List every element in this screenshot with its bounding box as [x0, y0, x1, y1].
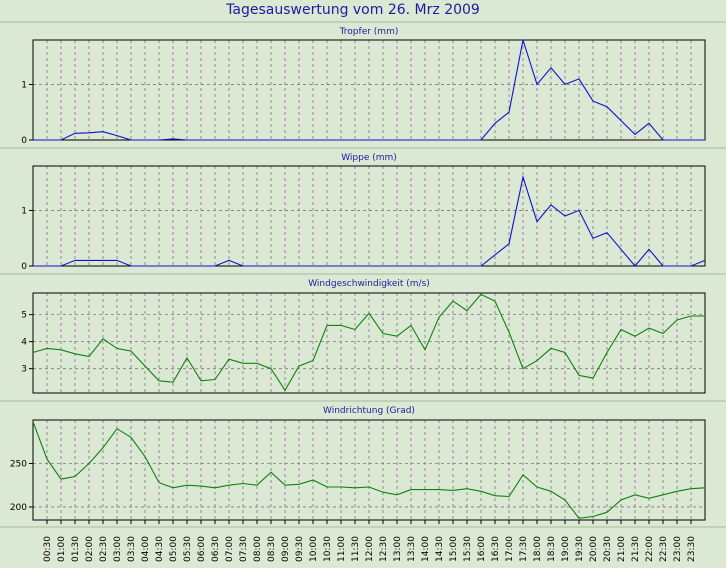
chart-panel-tropfer: Tropfer (mm) 0 1	[0, 21, 726, 146]
x-tick-label: 23:30	[687, 536, 697, 562]
x-tick-label: 14:00	[421, 536, 431, 562]
chart-title: Windgeschwindigkeit (m/s)	[308, 279, 430, 289]
x-tick-label: 02:30	[99, 536, 109, 562]
chart-panel-windrichtung: Windrichtung (Grad) 200 250	[0, 400, 726, 521]
x-tick-label: 21:00	[617, 536, 627, 562]
x-tick-label: 11:30	[351, 536, 361, 562]
x-tick-label: 18:30	[547, 536, 557, 562]
x-tick-label: 07:00	[225, 536, 235, 562]
x-tick-label: 22:00	[645, 536, 655, 562]
x-tick-label: 22:30	[659, 536, 669, 562]
x-tick-label: 15:00	[449, 536, 459, 562]
x-tick-label: 05:30	[183, 536, 193, 562]
y-tick-label: 1	[21, 80, 27, 90]
x-tick-label: 10:30	[323, 536, 333, 562]
x-tick-label: 20:30	[603, 536, 613, 562]
y-tick-label: 4	[21, 338, 27, 348]
chart-panel-wippe: Wippe (mm) 0 1	[0, 147, 726, 272]
x-tick-label: 14:30	[435, 536, 445, 562]
x-tick-label: 03:00	[113, 536, 123, 562]
series-line-windgeschwindigkeit	[32, 293, 705, 392]
y-tick-label: 250	[10, 459, 27, 469]
x-tick-label: 20:00	[589, 536, 599, 562]
x-tick-label: 15:30	[463, 536, 473, 562]
x-tick-label: 23:00	[673, 536, 683, 562]
x-tick-label: 11:00	[337, 536, 347, 562]
y-tick-label: 200	[10, 503, 27, 513]
x-tick-label: 19:30	[575, 536, 585, 562]
x-tick-label: 04:00	[141, 536, 151, 562]
x-tick-label: 09:30	[295, 536, 305, 562]
x-tick-label: 21:30	[631, 536, 641, 562]
page-title: Tagesauswertung vom 26. Mrz 2009	[225, 2, 480, 18]
x-tick-label: 08:00	[253, 536, 263, 562]
chart-panel-windgeschwindigkeit: Windgeschwindigkeit (m/s) 3 4 5	[0, 273, 726, 394]
charts-area: Tropfer (mm) 0 1 Wippe (mm) 0 1 Windgeschwindi…	[0, 21, 726, 521]
x-tick-label: 01:00	[57, 536, 67, 562]
x-tick-label: 08:30	[267, 536, 277, 562]
series-line-windrichtung	[32, 421, 706, 519]
y-tick-label: 0	[21, 136, 27, 146]
x-tick-label: 01:30	[71, 536, 81, 562]
x-tick-label: 12:30	[379, 536, 389, 562]
x-tick-label: 00:30	[43, 536, 53, 562]
x-tick-label: 10:00	[309, 536, 319, 562]
x-tick-label: 06:00	[197, 536, 207, 562]
x-tick-label: 05:00	[169, 536, 179, 562]
x-tick-label: 17:30	[519, 536, 529, 562]
y-tick-label: 1	[21, 206, 27, 216]
x-tick-label: 16:00	[477, 536, 487, 562]
x-tick-label: 02:00	[85, 536, 95, 562]
x-tick-label: 13:30	[407, 536, 417, 562]
plot-frame	[32, 292, 706, 394]
x-tick-label: 03:30	[127, 536, 137, 562]
x-tick-label: 04:30	[155, 536, 165, 562]
x-tick-label: 12:00	[365, 536, 375, 562]
chart-title: Wippe (mm)	[341, 153, 397, 163]
chart-title: Windrichtung (Grad)	[323, 406, 415, 416]
y-tick-label: 0	[21, 262, 27, 272]
series-line-tropfer	[33, 39, 705, 141]
series-line-wippe	[33, 174, 706, 267]
x-tick-label: 09:00	[281, 536, 291, 562]
x-tick-label: 17:00	[505, 536, 515, 562]
x-tick-label: 19:00	[561, 536, 571, 562]
x-axis: 00:30 01:00 01:30 02:00 02:30 03:00 03:30 04:00…	[0, 520, 726, 562]
x-tick-label: 18:00	[533, 536, 543, 562]
x-tick-label: 07:30	[239, 536, 249, 562]
x-tick-label: 13:00	[393, 536, 403, 562]
y-tick-label: 3	[21, 365, 27, 375]
chart-title: Tropfer (mm)	[339, 27, 399, 37]
x-tick-label: 16:30	[491, 536, 501, 562]
y-tick-label: 5	[21, 311, 27, 321]
x-tick-label: 06:30	[211, 536, 221, 562]
